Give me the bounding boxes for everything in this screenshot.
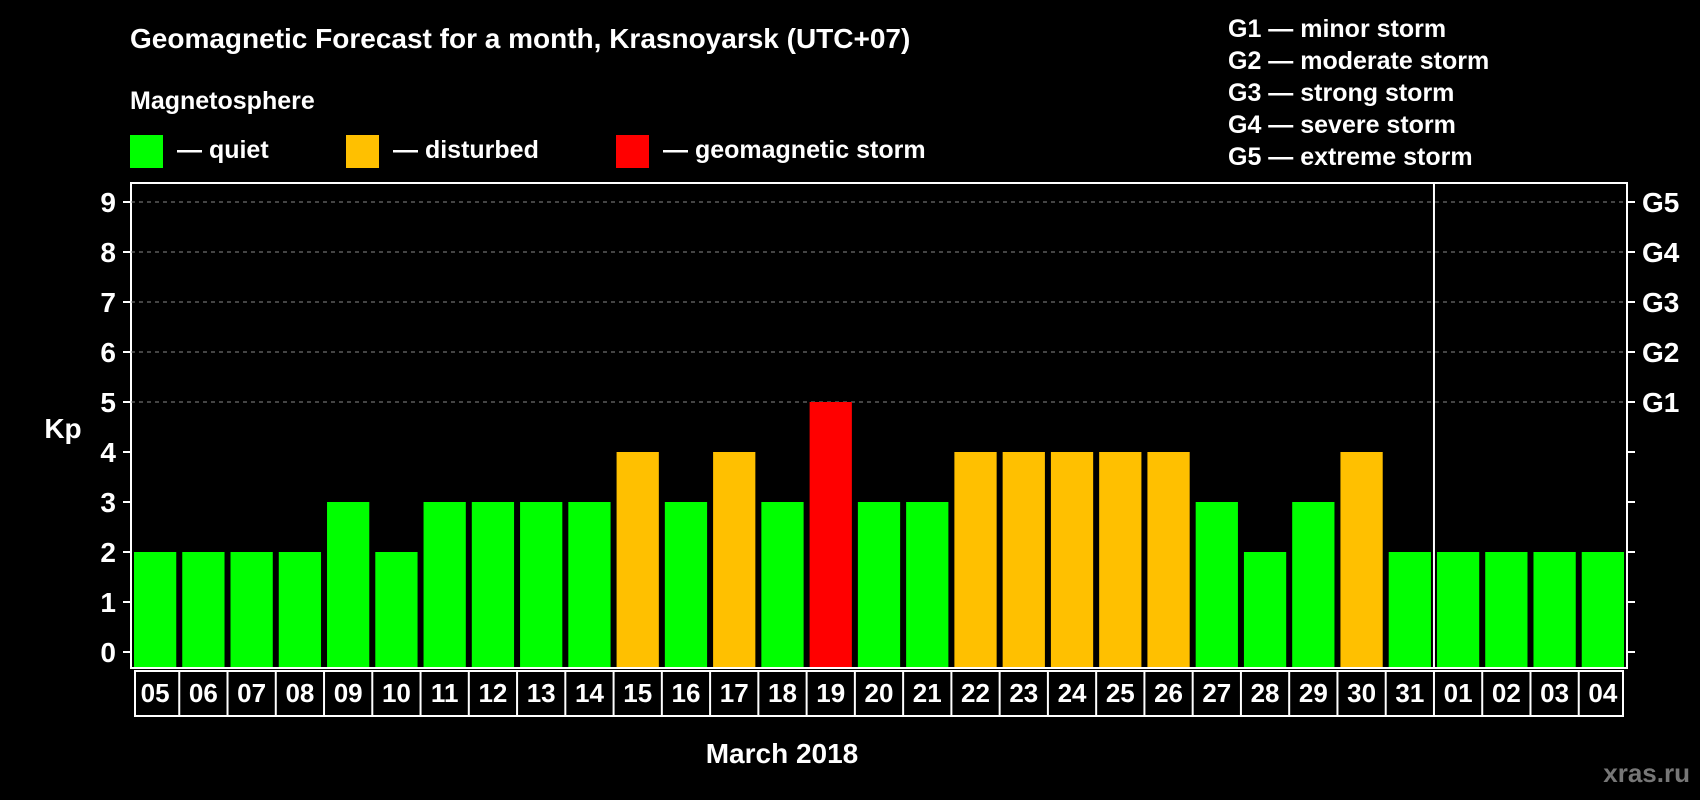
- x-tick-label-05: 05: [141, 678, 170, 708]
- x-tick-label-19: 19: [816, 678, 845, 708]
- y-tick-label-4: 4: [100, 437, 116, 468]
- bar-12: [471, 502, 515, 667]
- bar-26: [1147, 452, 1190, 667]
- y-tick-label-0: 0: [100, 637, 116, 668]
- bar-09: [327, 502, 370, 667]
- bar-10: [375, 552, 418, 667]
- x-tick-label-30: 30: [1347, 678, 1376, 708]
- x-tick-label-03: 03: [1540, 678, 1569, 708]
- y-tick-label-1: 1: [100, 587, 116, 618]
- bar-07: [230, 552, 273, 667]
- x-tick-label-08: 08: [285, 678, 314, 708]
- bar-23: [1002, 452, 1045, 667]
- x-tick-label-29: 29: [1299, 678, 1328, 708]
- watermark: xras.ru: [1603, 758, 1690, 788]
- x-tick-label-09: 09: [334, 678, 363, 708]
- y-tick-label-9: 9: [100, 187, 116, 218]
- bar-29: [1292, 502, 1335, 667]
- bar-15: [616, 452, 659, 667]
- right-tick-label-G1: G1: [1642, 387, 1679, 418]
- x-tick-label-11: 11: [431, 678, 459, 708]
- y-tick-label-5: 5: [100, 387, 116, 418]
- legend-heading: Magnetosphere: [130, 87, 315, 115]
- y-tick-label-8: 8: [100, 237, 116, 268]
- bar-16: [664, 502, 708, 667]
- bar-22: [954, 452, 997, 667]
- y-axis-label: Kp: [44, 413, 81, 444]
- storm-scale-legend: G1 — minor storm G2 — moderate storm G3 — …: [1228, 15, 1489, 171]
- bar-01: [1436, 552, 1480, 667]
- right-tick-label-G2: G2: [1642, 337, 1679, 368]
- date-row-frame: [134, 670, 1624, 717]
- x-tick-label-20: 20: [865, 678, 894, 708]
- x-tick-label-27: 27: [1202, 678, 1231, 708]
- bar-13: [520, 502, 563, 667]
- bar-20: [857, 502, 901, 667]
- x-tick-label-07: 07: [237, 678, 266, 708]
- bar-06: [182, 552, 225, 667]
- bar-02: [1485, 552, 1528, 667]
- bar-28: [1243, 552, 1287, 667]
- y-tick-label-7: 7: [100, 287, 116, 318]
- x-tick-label-01: 01: [1444, 678, 1473, 708]
- bar-31: [1388, 552, 1431, 667]
- x-tick-label-17: 17: [720, 678, 749, 708]
- storm-scale-item-1: G1 — minor storm: [1228, 15, 1446, 43]
- bar-04: [1581, 552, 1624, 667]
- bar-14: [568, 502, 611, 667]
- bar-05: [134, 552, 177, 667]
- x-tick-label-02: 02: [1492, 678, 1521, 708]
- bar-03: [1533, 552, 1576, 667]
- x-tick-label-13: 13: [527, 678, 556, 708]
- legend-swatch-1: [130, 135, 163, 168]
- bar-25: [1099, 452, 1142, 667]
- x-tick-label-15: 15: [623, 678, 652, 708]
- chart-title: Geomagnetic Forecast for a month, Krasno…: [130, 23, 910, 54]
- legend-swatch-2: [346, 135, 379, 168]
- bar-27: [1195, 502, 1238, 667]
- bar-19: [809, 402, 852, 667]
- storm-scale-item-3: G3 — strong storm: [1228, 79, 1454, 107]
- bar-30: [1340, 452, 1383, 667]
- bar-18: [761, 502, 804, 667]
- right-tick-label-G4: G4: [1642, 237, 1680, 268]
- storm-scale-item-4: G4 — severe storm: [1228, 111, 1456, 139]
- y-tick-label-2: 2: [100, 537, 116, 568]
- x-tick-label-14: 14: [575, 678, 604, 708]
- bar-21: [906, 502, 949, 667]
- storm-scale-item-2: G2 — moderate storm: [1228, 47, 1489, 75]
- x-tick-label-25: 25: [1106, 678, 1135, 708]
- x-tick-label-24: 24: [1058, 678, 1087, 708]
- legend-label-3: — geomagnetic storm: [663, 136, 926, 164]
- storm-scale-item-5: G5 — extreme storm: [1228, 143, 1473, 171]
- right-tick-label-G5: G5: [1642, 187, 1679, 218]
- plot-frame: [130, 182, 1628, 669]
- legend-label-2: — disturbed: [393, 136, 539, 164]
- legend-swatch-3: [616, 135, 649, 168]
- bar-08: [278, 552, 322, 667]
- x-tick-label-31: 31: [1395, 678, 1424, 708]
- x-tick-label-28: 28: [1251, 678, 1280, 708]
- x-tick-label-23: 23: [1009, 678, 1038, 708]
- legend-label-1: — quiet: [177, 136, 269, 164]
- x-tick-label-04: 04: [1588, 678, 1617, 708]
- bar-17: [713, 452, 756, 667]
- y-tick-label-6: 6: [100, 337, 116, 368]
- x-tick-label-18: 18: [768, 678, 797, 708]
- bar-11: [423, 502, 466, 667]
- x-tick-label-22: 22: [961, 678, 990, 708]
- x-tick-label-10: 10: [382, 678, 411, 708]
- right-tick-label-G3: G3: [1642, 287, 1679, 318]
- y-tick-label-3: 3: [100, 487, 116, 518]
- x-axis-label: March 2018: [706, 738, 859, 769]
- x-tick-label-06: 06: [189, 678, 218, 708]
- legend: — quiet — disturbed — geomagnetic storm: [130, 135, 926, 168]
- x-tick-label-16: 16: [672, 678, 701, 708]
- bar-24: [1050, 452, 1094, 667]
- x-tick-label-21: 21: [913, 678, 942, 708]
- x-tick-label-12: 12: [478, 678, 507, 708]
- x-tick-label-26: 26: [1154, 678, 1183, 708]
